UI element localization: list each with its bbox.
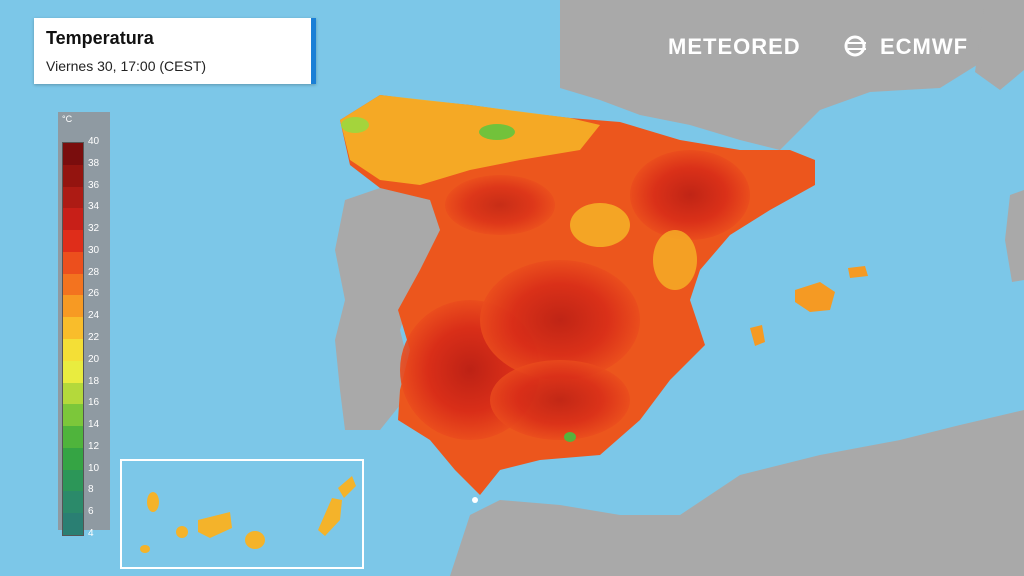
legend-swatch <box>63 426 83 448</box>
temperature-legend: °C 40 38 36 34 32 30 28 26 24 22 20 18 16 14 12 10 8 6 4 <box>58 112 110 539</box>
africa-land <box>450 410 1024 576</box>
france-land <box>560 0 1024 150</box>
legend-swatch <box>63 447 83 470</box>
legend-tick-label: 32 <box>88 223 100 235</box>
galicia-green <box>341 117 369 133</box>
legend-swatch <box>63 360 83 383</box>
iberian-yellow <box>570 203 630 247</box>
legend-tick-label: 6 <box>88 506 94 518</box>
legend-tick-label: 36 <box>88 179 100 191</box>
legend-swatch <box>63 513 83 535</box>
cantabria-green <box>479 124 515 140</box>
canary-islands <box>140 476 356 553</box>
legend-swatch <box>63 208 83 231</box>
heat-zone-northeast <box>630 150 750 240</box>
legend-swatch <box>63 295 83 318</box>
ecmwf-logo: ECMWF <box>880 34 969 59</box>
portugal-land <box>335 188 440 430</box>
legend-swatch <box>63 491 83 514</box>
legend-tick-label: 40 <box>88 136 100 147</box>
legend-tick-label: 14 <box>88 419 100 431</box>
legend-tick-label: 10 <box>88 462 100 474</box>
legend-tick-label: 4 <box>88 528 94 539</box>
north-coast-cool <box>340 95 600 185</box>
sardinia-land <box>1005 190 1024 282</box>
mallorca-land <box>795 282 835 312</box>
legend-tick-label: 18 <box>88 375 100 387</box>
legend-swatch <box>63 230 83 252</box>
legend-unit: °C <box>62 114 73 124</box>
heat-zone-south <box>490 360 630 440</box>
legend-tick-label: 12 <box>88 440 100 452</box>
title-panel: Temperatura Viernes 30, 17:00 (CEST) <box>34 18 316 84</box>
legend-tick-label: 30 <box>88 244 100 256</box>
menorca-land <box>848 266 868 278</box>
ecmwf-logo-icon <box>844 35 866 57</box>
legend-swatch <box>63 404 83 427</box>
canary-islands-inset <box>120 459 364 569</box>
meteored-logo: METEORED <box>668 34 801 59</box>
legend-tick-label: 22 <box>88 332 100 343</box>
legend-swatch <box>63 339 83 361</box>
legend-swatch <box>63 382 83 405</box>
legend-tick-label: 28 <box>88 266 100 278</box>
title-accent-bar <box>311 18 316 84</box>
legend-swatch <box>63 143 83 165</box>
sierra-nevada-green <box>564 432 576 442</box>
italy-land <box>975 0 1024 90</box>
legend-tick-label: 16 <box>88 397 100 409</box>
legend-tick-label: 26 <box>88 288 100 300</box>
legend-color-scale <box>62 142 84 536</box>
ibiza-land <box>750 325 765 346</box>
legend-tick-label: 20 <box>88 353 100 365</box>
legend-swatch <box>63 251 83 274</box>
north-africa-dot <box>472 497 478 503</box>
valencia-yellow <box>653 230 697 290</box>
legend-tick-label: 34 <box>88 201 100 213</box>
map-subtitle: Viernes 30, 17:00 (CEST) <box>46 58 207 74</box>
legend-tick-label: 38 <box>88 157 100 169</box>
legend-swatch <box>63 186 83 209</box>
legend-tick-label: 24 <box>88 310 100 322</box>
map-title: Temperatura <box>46 28 154 48</box>
legend-swatch <box>63 317 83 339</box>
heat-zone-center <box>480 260 640 380</box>
legend-swatch <box>63 273 83 296</box>
heat-zone-duero <box>445 175 555 235</box>
legend-tick-label: 8 <box>88 484 94 496</box>
legend-swatch <box>63 469 83 492</box>
legend-swatch <box>63 164 83 187</box>
